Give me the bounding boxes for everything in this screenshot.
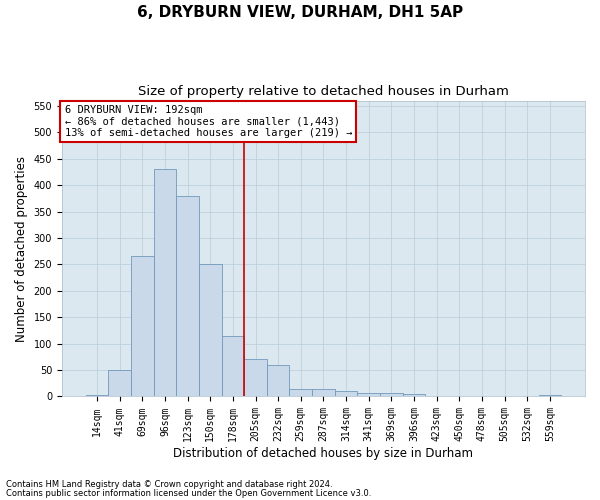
Bar — [86, 395, 109, 396]
Bar — [176, 196, 199, 396]
Bar — [380, 393, 403, 396]
Bar — [109, 370, 131, 396]
Bar — [403, 394, 425, 396]
Bar — [221, 336, 244, 396]
Bar — [154, 170, 176, 396]
Text: 6, DRYBURN VIEW, DURHAM, DH1 5AP: 6, DRYBURN VIEW, DURHAM, DH1 5AP — [137, 5, 463, 20]
Bar — [358, 393, 380, 396]
Bar — [199, 264, 221, 396]
Text: Contains public sector information licensed under the Open Government Licence v3: Contains public sector information licen… — [6, 488, 371, 498]
Text: 6 DRYBURN VIEW: 192sqm
← 86% of detached houses are smaller (1,443)
13% of semi-: 6 DRYBURN VIEW: 192sqm ← 86% of detached… — [65, 105, 352, 138]
Bar — [312, 388, 335, 396]
Text: Contains HM Land Registry data © Crown copyright and database right 2024.: Contains HM Land Registry data © Crown c… — [6, 480, 332, 489]
Bar — [335, 391, 358, 396]
Bar — [289, 388, 312, 396]
Bar — [267, 365, 289, 396]
Bar — [131, 256, 154, 396]
Y-axis label: Number of detached properties: Number of detached properties — [15, 156, 28, 342]
X-axis label: Distribution of detached houses by size in Durham: Distribution of detached houses by size … — [173, 447, 473, 460]
Title: Size of property relative to detached houses in Durham: Size of property relative to detached ho… — [138, 85, 509, 98]
Bar — [244, 360, 267, 397]
